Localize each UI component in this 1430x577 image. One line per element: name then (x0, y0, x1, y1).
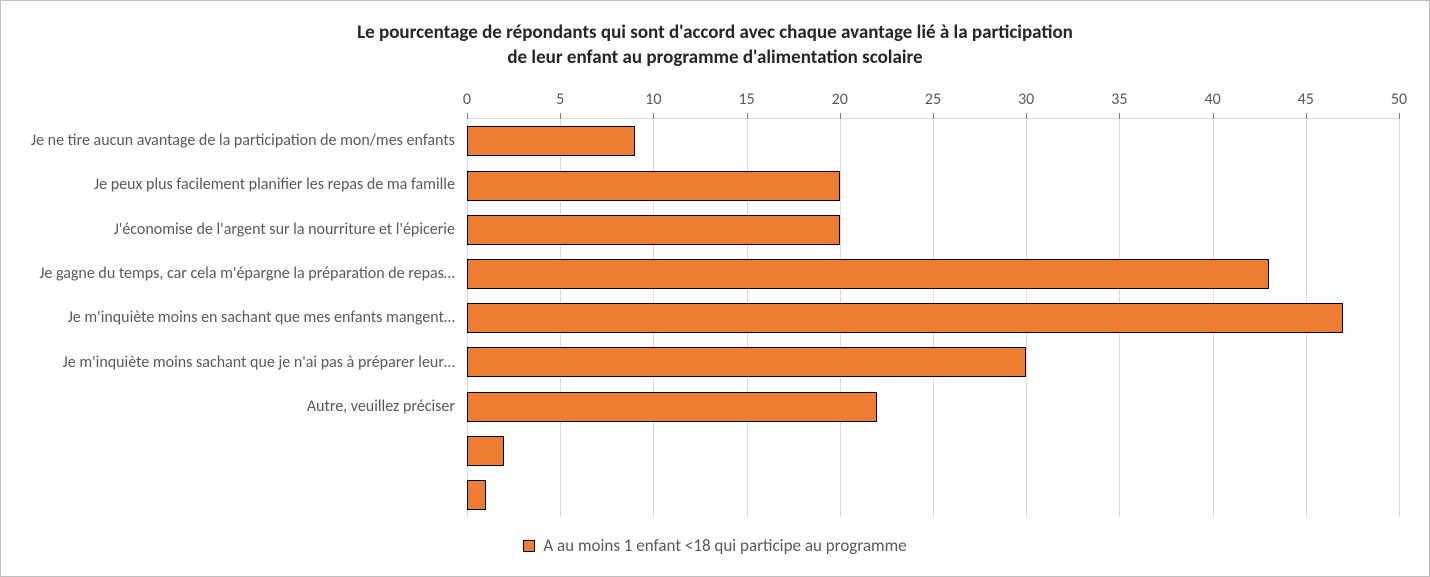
bar-row (467, 164, 1399, 208)
x-axis-tick-label: 20 (832, 90, 848, 109)
bar (467, 215, 840, 245)
x-axis-tick-mark (933, 113, 934, 119)
legend-label: A au moins 1 enfant <18 qui participe au… (543, 535, 906, 556)
x-axis-tick-label: 15 (738, 90, 754, 109)
x-axis-tick-label: 35 (1111, 90, 1127, 109)
legend-swatch (523, 540, 535, 552)
x-axis-tick-label: 40 (1204, 90, 1220, 109)
x-axis-tick-label: 50 (1391, 90, 1407, 109)
bar (467, 303, 1343, 333)
bar (467, 259, 1269, 289)
bar-row (467, 429, 1399, 473)
x-axis-tick-mark (840, 113, 841, 119)
x-axis-tick-label: 10 (645, 90, 661, 109)
y-label-spacer (31, 90, 455, 118)
chart-title-line2: de leur enfant au programme d'alimentati… (31, 46, 1399, 71)
y-axis-label: J'économise de l'argent sur la nourritur… (31, 207, 455, 251)
bar (467, 171, 840, 201)
bar (467, 480, 486, 510)
x-axis-tick-mark (1119, 113, 1120, 119)
grid-line (1399, 119, 1400, 517)
bar-row (467, 473, 1399, 517)
bar-row (467, 340, 1399, 384)
x-axis-tick-label: 45 (1298, 90, 1314, 109)
y-axis-label (31, 473, 455, 517)
chart-body: Je ne tire aucun avantage de la particip… (31, 90, 1399, 517)
plot-wrap: 05101520253035404550 (467, 90, 1399, 517)
y-axis-label (31, 428, 455, 472)
x-axis-tick-label: 0 (463, 90, 471, 109)
legend: A au moins 1 enfant <18 qui participe au… (31, 535, 1399, 556)
bar-row (467, 119, 1399, 163)
chart-title-line1: Le pourcentage de répondants qui sont d'… (31, 21, 1399, 46)
bar (467, 392, 877, 422)
x-axis-tick-mark (1306, 113, 1307, 119)
chart-title: Le pourcentage de répondants qui sont d'… (31, 21, 1399, 70)
y-axis-label: Je ne tire aucun avantage de la particip… (31, 118, 455, 162)
x-axis-tick-mark (467, 113, 468, 119)
x-axis-tick-mark (747, 113, 748, 119)
y-axis-label: Autre, veuillez préciser (31, 384, 455, 428)
bar-row (467, 252, 1399, 296)
bar-row (467, 208, 1399, 252)
y-axis-label: Je m'inquiète moins sachant que je n'ai … (31, 340, 455, 384)
x-axis-tick-label: 5 (556, 90, 564, 109)
bar (467, 436, 504, 466)
chart-container: Le pourcentage de répondants qui sont d'… (0, 0, 1430, 577)
x-axis-tick-mark (560, 113, 561, 119)
bar-row (467, 296, 1399, 340)
x-axis-tick-label: 30 (1018, 90, 1034, 109)
x-axis-tick-mark (1213, 113, 1214, 119)
bar (467, 126, 635, 156)
x-axis-tick-mark (1399, 113, 1400, 119)
y-axis-label: Je gagne du temps, car cela m'épargne la… (31, 251, 455, 295)
bars-group (467, 119, 1399, 517)
bar (467, 347, 1026, 377)
y-axis-label: Je m'inquiète moins en sachant que mes e… (31, 296, 455, 340)
bar-row (467, 385, 1399, 429)
x-axis-tick-label: 25 (925, 90, 941, 109)
y-axis-labels: Je ne tire aucun avantage de la particip… (31, 90, 467, 517)
x-axis-tick-mark (653, 113, 654, 119)
plot-area (467, 118, 1399, 517)
y-axis-label: Je peux plus facilement planifier les re… (31, 163, 455, 207)
x-axis-tick-mark (1026, 113, 1027, 119)
